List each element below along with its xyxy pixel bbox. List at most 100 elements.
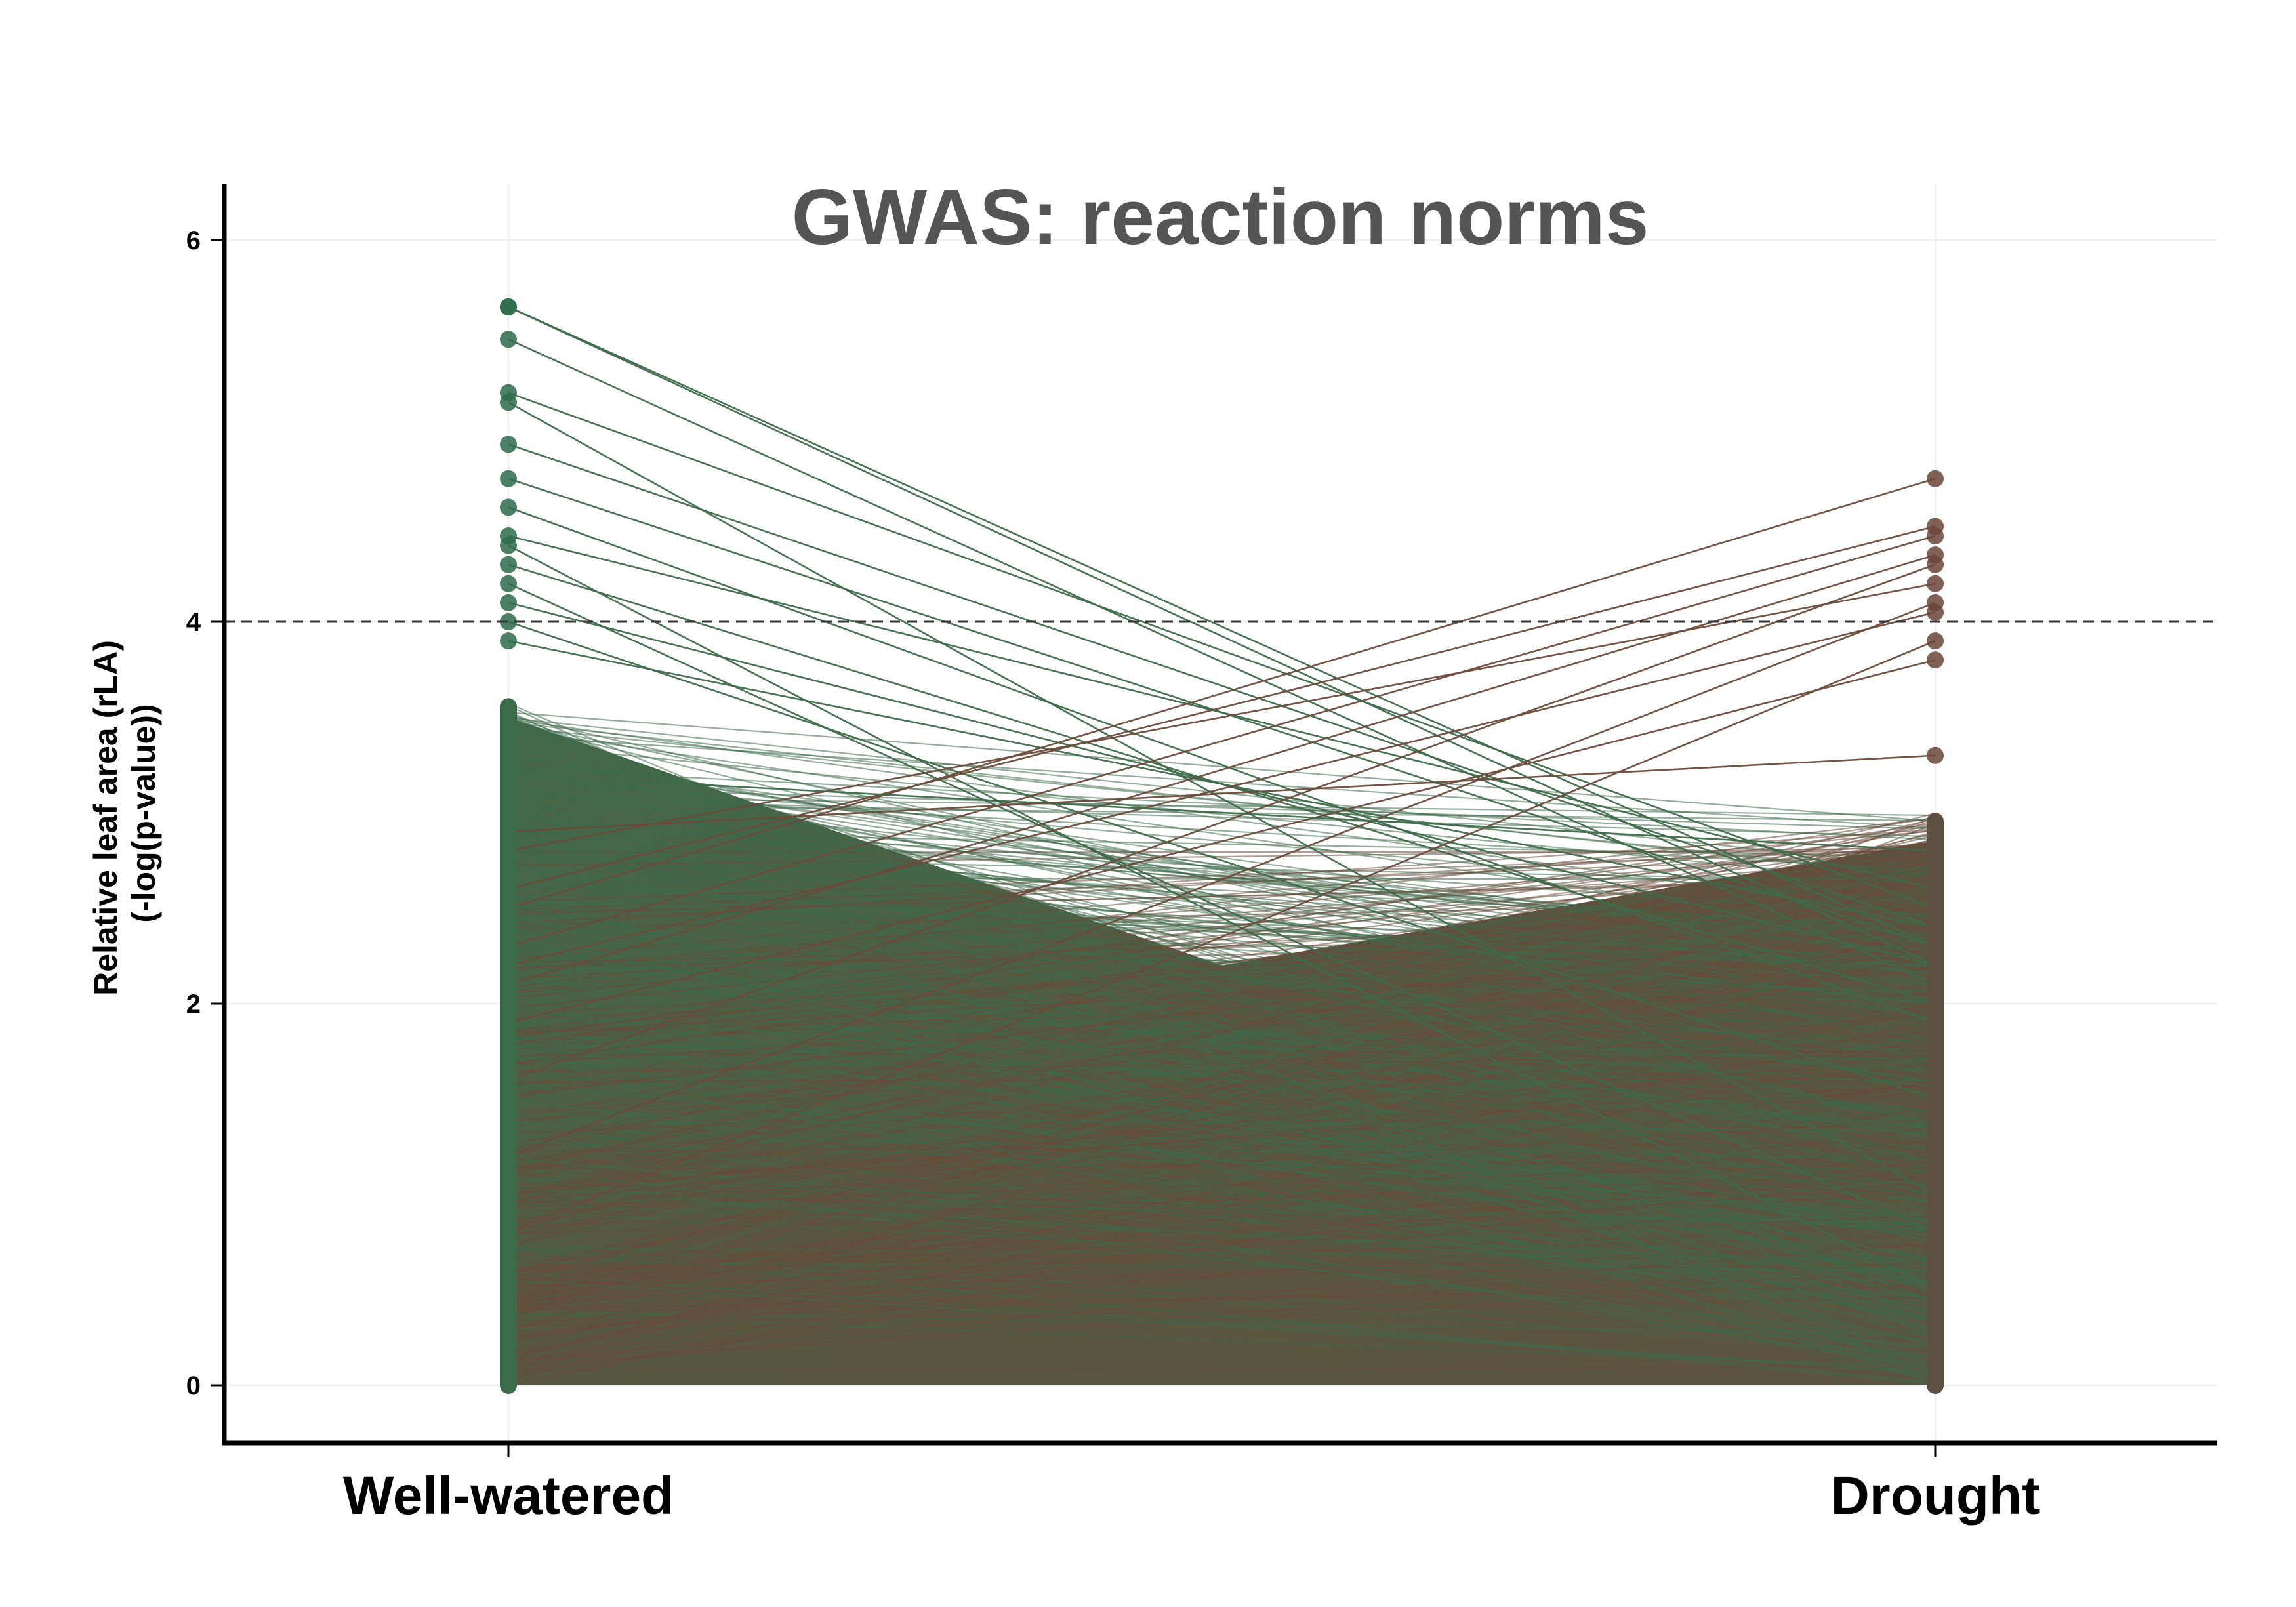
reaction-norm-line	[508, 790, 1936, 871]
point-well-watered	[500, 632, 517, 650]
reaction-norm-line	[508, 1007, 1936, 1308]
reaction-norm-line-highlight	[508, 525, 1936, 890]
reaction-norm-line	[508, 1063, 1936, 1336]
reaction-norm-line	[508, 1070, 1936, 1305]
reaction-norm-line	[508, 750, 1936, 1303]
reaction-norm-line	[508, 823, 1936, 1033]
point-well-watered	[500, 498, 517, 516]
point-well-watered	[500, 594, 517, 611]
reaction-norm-line	[508, 1187, 1936, 1283]
reaction-norm-line	[508, 948, 1936, 1114]
point-drought	[1927, 527, 1944, 545]
reaction-norm-line-highlight	[508, 554, 1936, 986]
reaction-norm-line	[508, 806, 1936, 1335]
y-tick-label: 2	[186, 990, 201, 1019]
reaction-norm-line	[508, 987, 1936, 1086]
reaction-norm-line	[508, 1242, 1936, 1303]
drought-point-column	[1927, 813, 1944, 1394]
reaction-norm-line-highlight	[508, 640, 1936, 928]
reaction-norm-line	[508, 1177, 1936, 1342]
reaction-norm-line	[508, 1012, 1936, 1161]
reaction-norm-line	[508, 1044, 1936, 1234]
reaction-norm-line	[508, 742, 1936, 886]
reaction-norm-line	[508, 1192, 1936, 1269]
point-drought	[1927, 632, 1944, 650]
reaction-norm-line	[508, 931, 1936, 1152]
reaction-norm-line	[508, 892, 1936, 1304]
reaction-norm-line	[508, 912, 1936, 1331]
reaction-norm-line	[508, 1279, 1936, 1373]
reaction-norm-line	[508, 922, 1936, 1346]
reaction-norm-line	[508, 818, 1936, 935]
reaction-norm-line-highlight	[508, 620, 1936, 1100]
reaction-norm-line	[508, 796, 1936, 817]
reaction-norm-line	[508, 841, 1936, 1006]
reaction-norm-line	[508, 861, 1936, 1009]
reaction-norm-line	[508, 1072, 1936, 1135]
reaction-norm-line	[508, 817, 1936, 917]
reaction-norm-line	[508, 870, 1936, 968]
reaction-norm-line	[508, 767, 1936, 841]
point-well-watered	[500, 537, 517, 554]
reaction-norm-line	[508, 1215, 1936, 1271]
reaction-norm-lines	[508, 306, 1936, 1387]
reaction-norm-line-highlight	[508, 773, 1936, 852]
reaction-norm-line	[508, 975, 1936, 1195]
chart-title: GWAS: reaction norms	[792, 173, 1649, 261]
reaction-norm-line	[508, 1278, 1936, 1362]
y-axis-title: Relative leaf area (rLA) (-log(p-value))	[87, 631, 162, 996]
reaction-norm-line	[508, 1166, 1936, 1350]
reaction-norm-line	[508, 1055, 1936, 1266]
point-drought	[1927, 746, 1944, 764]
reaction-norm-line	[508, 711, 1936, 822]
reaction-norm-line-highlight	[508, 582, 1936, 852]
reaction-norm-line-highlight	[508, 535, 1936, 947]
reaction-norm-line-highlight	[508, 506, 1936, 1024]
reaction-norm-line	[508, 1126, 1936, 1298]
reaction-norm-line	[508, 941, 1936, 1269]
point-drought	[1927, 651, 1944, 669]
well-watered-point-column	[500, 698, 517, 1394]
reaction-norm-line	[508, 803, 1936, 1265]
reaction-norm-line-highlight	[508, 401, 1936, 1196]
point-well-watered	[500, 556, 517, 573]
point-well-watered	[500, 470, 517, 487]
reaction-norm-line	[508, 830, 1936, 1233]
reaction-norm-line-highlight	[508, 535, 1936, 890]
x-tick-label-1: Drought	[1831, 1466, 2040, 1526]
reaction-norm-line	[508, 800, 1936, 946]
reaction-norm-line	[508, 771, 1936, 1021]
reaction-norm-line-highlight	[508, 659, 1936, 1024]
reaction-norm-line	[508, 1158, 1936, 1279]
reaction-norm-line	[508, 1005, 1936, 1260]
reaction-norm-line	[508, 1035, 1936, 1381]
reaction-norm-line	[508, 927, 1936, 1301]
reaction-norm-line	[508, 1053, 1936, 1196]
reaction-norm-line	[508, 1198, 1936, 1224]
reaction-norm-line	[508, 828, 1936, 1366]
reaction-norm-line	[508, 879, 1936, 985]
reaction-norm-line	[508, 1162, 1936, 1208]
reaction-norm-line	[508, 1192, 1936, 1203]
point-drought	[1927, 470, 1944, 487]
y-tick-label: 0	[186, 1372, 201, 1400]
reaction-norm-line	[508, 1105, 1936, 1387]
reaction-norm-line	[508, 1003, 1936, 1303]
reaction-norm-line	[508, 1156, 1936, 1299]
point-well-watered	[500, 298, 517, 315]
reaction-norm-line-highlight	[508, 478, 1936, 909]
reaction-norm-line-highlight	[508, 338, 1936, 986]
reaction-norm-points	[500, 298, 1944, 1394]
y-tick-label: 4	[186, 608, 201, 637]
reaction-norm-line	[508, 863, 1936, 1084]
reaction-norm-line	[508, 1084, 1936, 1210]
reaction-norm-line	[508, 1176, 1936, 1277]
reaction-norm-line	[508, 924, 1936, 966]
point-well-watered	[500, 575, 517, 592]
reaction-norm-line	[508, 744, 1936, 1133]
reaction-norm-line	[508, 859, 1936, 1200]
reaction-norm-line	[508, 941, 1936, 968]
point-drought	[1927, 603, 1944, 621]
reaction-norm-line	[508, 923, 1936, 1097]
